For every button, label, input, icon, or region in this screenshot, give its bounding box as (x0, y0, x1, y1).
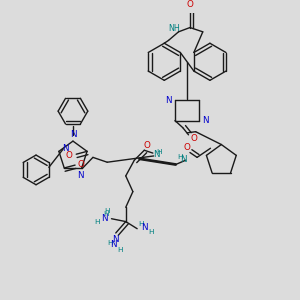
Text: O: O (187, 0, 194, 9)
Text: H: H (177, 154, 183, 160)
Text: H: H (107, 240, 113, 246)
Text: O: O (191, 134, 198, 143)
Text: N: N (77, 171, 83, 180)
Text: N: N (141, 223, 148, 232)
Text: N: N (110, 241, 117, 250)
Text: NH: NH (168, 24, 180, 33)
Text: N: N (70, 130, 76, 139)
Text: H: H (104, 208, 110, 214)
Text: N: N (202, 116, 209, 125)
Text: O: O (183, 143, 190, 152)
Text: H: H (149, 230, 154, 236)
Text: N: N (165, 95, 172, 104)
Text: O: O (66, 151, 73, 160)
Text: N: N (62, 144, 68, 153)
Text: H: H (117, 247, 123, 253)
Text: H: H (157, 149, 162, 155)
Text: H: H (138, 221, 143, 227)
Text: N: N (180, 155, 187, 164)
Text: O: O (144, 141, 151, 150)
Text: O: O (78, 160, 85, 169)
Text: N: N (112, 235, 118, 244)
Text: N: N (153, 150, 160, 159)
Text: H: H (103, 212, 109, 218)
Text: H: H (94, 219, 100, 225)
Text: N: N (101, 214, 108, 223)
